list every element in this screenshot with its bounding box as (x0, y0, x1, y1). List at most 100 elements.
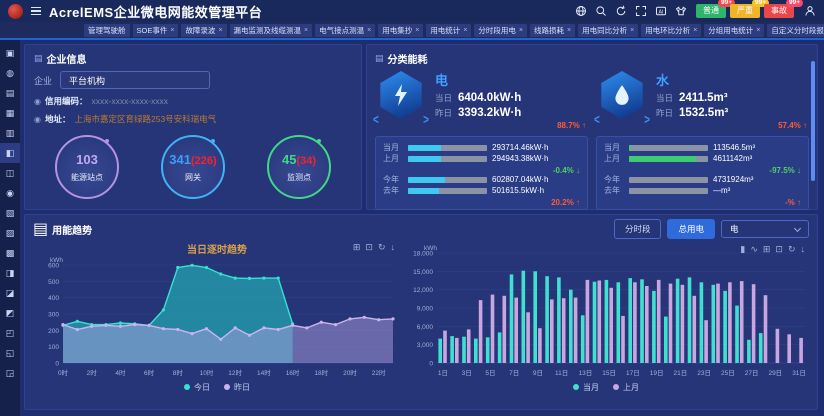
toolbox-right-5-icon[interactable]: ↓ (800, 244, 806, 254)
globe-icon[interactable] (574, 5, 587, 18)
svg-text:29日: 29日 (768, 369, 782, 377)
usage-bar-row: 今年 602807.04kW·h (383, 175, 549, 184)
tab-label: 用电同比分析 (582, 25, 628, 35)
tab-线路损耗[interactable]: 线路损耗 × (530, 23, 576, 37)
panel-icon: ▤ (33, 221, 49, 238)
company-select[interactable]: 平台机构 (60, 71, 211, 89)
svg-text:22时: 22时 (372, 368, 386, 377)
sidebar-item-edit[interactable]: ◩ (5, 307, 15, 318)
sidebar-item-dashboard[interactable]: ◍ (6, 67, 14, 78)
svg-text:23日: 23日 (697, 369, 711, 377)
sidebar: ▣ ◍ ▤ ▦ ▥ ◧ ◫ ◉ ▧ ▨ ▩ ◨ ◪ ◩ ◰ ◱ ◲ (0, 40, 20, 416)
sidebar-item-qrcode[interactable]: ▩ (5, 247, 15, 258)
tab-close-icon[interactable]: × (304, 26, 309, 34)
tab-close-icon[interactable]: × (170, 26, 175, 34)
sidebar-item-layers[interactable]: ◰ (5, 327, 15, 338)
ai-icon[interactable]: AI (654, 5, 667, 18)
energy-type-select[interactable]: 电 (721, 220, 809, 238)
user-icon[interactable] (803, 5, 816, 18)
tab-管理驾驶舱[interactable]: 管理驾驶舱 (84, 23, 130, 37)
tab-分时段用电[interactable]: 分时段用电 × (474, 23, 527, 37)
sidebar-item-monitor[interactable]: ▣ (5, 47, 15, 58)
tab-close-icon[interactable]: × (367, 26, 372, 34)
svg-text:kWh: kWh (424, 245, 437, 252)
lightning-icon: < > (373, 70, 429, 128)
tab-close-icon[interactable]: × (463, 26, 468, 34)
sidebar-item-devices[interactable]: ◨ (5, 267, 15, 278)
legend-label: 上月 (623, 382, 639, 392)
stat-ring-能源站点: 103 能源站点 (55, 135, 119, 199)
svg-text:7日: 7日 (509, 369, 519, 377)
tab-close-icon[interactable]: × (693, 26, 698, 34)
legend-item-当月[interactable]: 当月 (573, 382, 599, 393)
tab-电气接点测温[interactable]: 电气接点测温 × (315, 23, 376, 37)
tab-close-icon[interactable]: × (415, 26, 420, 34)
sidebar-item-enterprise[interactable]: ▤ (5, 87, 15, 98)
alarm-badge-普通[interactable]: 普通 99+ (696, 0, 735, 18)
tab-close-icon[interactable]: × (218, 26, 223, 34)
tab-close-icon[interactable]: × (518, 26, 523, 34)
toolbox-left-0-icon[interactable]: ⊞ (352, 242, 361, 252)
svg-text:600: 600 (48, 263, 59, 270)
alarm-badge-事故[interactable]: 事故 99+ (764, 0, 803, 18)
sidebar-item-statistics[interactable]: ▥ (5, 127, 15, 138)
svg-text:5日: 5日 (485, 369, 495, 377)
search-icon[interactable] (594, 5, 607, 18)
svg-text:15,000: 15,000 (413, 269, 433, 276)
address-label: 地址： (44, 114, 71, 124)
toolbox-right-1-icon[interactable]: ∿ (750, 244, 758, 254)
theme-icon[interactable] (674, 5, 687, 18)
fullscreen-icon[interactable] (634, 5, 647, 18)
tab-用电集抄[interactable]: 用电集抄 × (378, 23, 424, 37)
tab-close-icon[interactable]: × (567, 26, 572, 34)
ring-label: 能源站点 (71, 173, 103, 182)
address-value: 上海市嘉定区育绿路253号安科瑞电气 (74, 114, 217, 124)
toolbox-right-0-icon[interactable]: ▮ (740, 244, 746, 254)
legend-item-昨日[interactable]: 昨日 (224, 382, 250, 393)
menu-toggle-icon[interactable] (31, 6, 41, 16)
tab-label: 电气接点测温 (319, 25, 365, 35)
sidebar-item-battery[interactable]: ◪ (5, 287, 15, 298)
hourly-chart-legend: 今日 昨日 (33, 381, 401, 393)
tab-自定义分时段报表[interactable]: 自定义分时段报表× (767, 23, 824, 37)
svg-text:kWh: kWh (50, 257, 63, 264)
sidebar-item-report[interactable]: ◱ (5, 347, 15, 358)
tab-用电统计[interactable]: 用电统计 × (426, 23, 472, 37)
sidebar-item-meter[interactable]: ▧ (5, 207, 15, 218)
refresh-icon[interactable] (614, 5, 627, 18)
station-rings: 103 能源站点 341(226) 网关 45(34) 监测点 (34, 135, 352, 199)
sidebar-item-bank[interactable]: ▦ (5, 107, 15, 118)
panel-scrollbar[interactable] (811, 61, 815, 181)
tab-漏电监测及线缆测温[interactable]: 漏电监测及线缆测温 × (229, 23, 313, 37)
tab-SOE事件[interactable]: SOE事件 × (132, 23, 179, 37)
time-segment-button[interactable]: 分时段 (613, 219, 662, 239)
tab-close-icon[interactable]: × (630, 26, 635, 34)
total-usage-button[interactable]: 总用电 (667, 219, 715, 239)
company-label: 企业 (34, 75, 53, 86)
toolbox-right-3-icon[interactable]: ⊡ (775, 244, 783, 254)
toolbox-right-4-icon[interactable]: ↻ (787, 244, 796, 254)
sidebar-item-energy-board[interactable]: ◧ (0, 143, 20, 163)
tab-用电环比分析[interactable]: 用电环比分析 × (641, 23, 702, 37)
legend-item-上月[interactable]: 上月 (613, 382, 639, 393)
sidebar-item-screen[interactable]: ◫ (5, 167, 15, 178)
sidebar-item-power[interactable]: ▨ (5, 227, 15, 238)
alarm-badge-严重[interactable]: 严重 99+ (730, 0, 769, 18)
toolbox-left-1-icon[interactable]: ⊡ (365, 242, 373, 252)
svg-text:2时: 2时 (87, 368, 98, 377)
tab-故障录波[interactable]: 故障录波 × (181, 23, 227, 37)
sidebar-item-tools[interactable]: ◲ (5, 367, 15, 378)
toolbox-left-3-icon[interactable]: ↓ (390, 242, 396, 252)
energy-detail-bars: 当月 113546.5m³ 上月 4611142m³ -97.5% ↓ 今年 4731924… (596, 136, 809, 210)
tab-分组用电统计[interactable]: 分组用电统计 × (704, 23, 765, 37)
hourly-chart-title: 当日逐时趋势 (187, 245, 247, 256)
sidebar-item-bulb[interactable]: ◉ (6, 187, 14, 198)
tab-用电同比分析[interactable]: 用电同比分析 × (578, 23, 639, 37)
svg-text:8时: 8时 (173, 368, 184, 377)
toolbox-left-2-icon[interactable]: ↻ (377, 242, 386, 252)
svg-text:14时: 14时 (257, 368, 271, 377)
tab-close-icon[interactable]: × (756, 26, 761, 34)
toolbox-right-2-icon[interactable]: ⊞ (762, 244, 771, 254)
legend-item-今日[interactable]: 今日 (184, 382, 210, 393)
